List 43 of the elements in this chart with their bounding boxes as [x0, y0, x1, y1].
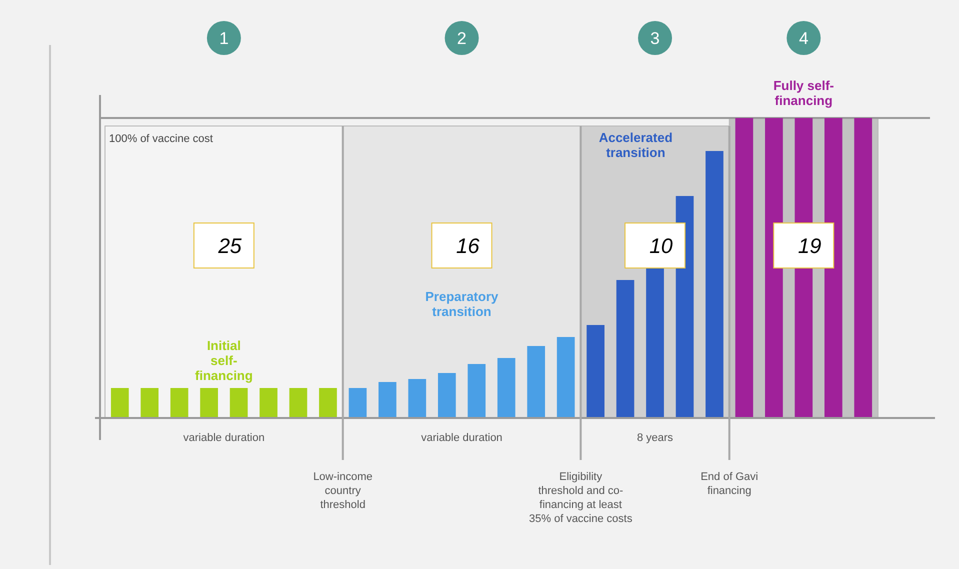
text: 2	[457, 29, 467, 48]
annotation: 19	[798, 235, 822, 258]
bar	[854, 118, 872, 418]
text: 1	[219, 29, 229, 48]
bar	[170, 388, 188, 418]
bar	[348, 388, 367, 418]
bar	[408, 379, 426, 418]
bar	[765, 118, 783, 418]
annotation: Initial self-financing	[195, 338, 253, 383]
annotation: 25	[217, 235, 242, 258]
annotation: 100% of vaccine cost	[109, 133, 213, 145]
annotation: Preparatory transition	[425, 289, 500, 319]
text: Fully self-financing	[773, 78, 834, 108]
bar	[200, 388, 218, 418]
text: End of Gavi financing	[700, 471, 758, 497]
annotation: 10	[649, 235, 674, 258]
text: 3	[650, 29, 660, 48]
bar	[110, 388, 129, 418]
text: 4	[798, 29, 808, 48]
bar	[586, 325, 604, 418]
bar	[527, 346, 546, 418]
bar	[556, 337, 575, 418]
bar	[260, 388, 278, 418]
bar	[438, 373, 456, 418]
bar	[378, 382, 396, 418]
bar	[616, 280, 634, 418]
bar	[706, 151, 724, 418]
text: Low-income country threshold	[313, 471, 372, 511]
bar	[289, 388, 308, 418]
annotation: Accelerated transition	[598, 130, 673, 160]
bar	[319, 388, 337, 418]
annotation: 16	[456, 235, 480, 258]
bar	[646, 268, 664, 418]
bar	[140, 388, 159, 418]
text: variable duration	[183, 432, 265, 444]
bar	[735, 118, 754, 418]
bar	[824, 118, 842, 418]
bar	[230, 388, 248, 418]
text: 8 years	[636, 432, 674, 444]
bar	[468, 364, 486, 418]
text: variable duration	[421, 432, 502, 444]
bar	[497, 358, 516, 418]
text: Eligibility threshold and co-financing at least 35% of vaccine costs	[529, 471, 633, 525]
